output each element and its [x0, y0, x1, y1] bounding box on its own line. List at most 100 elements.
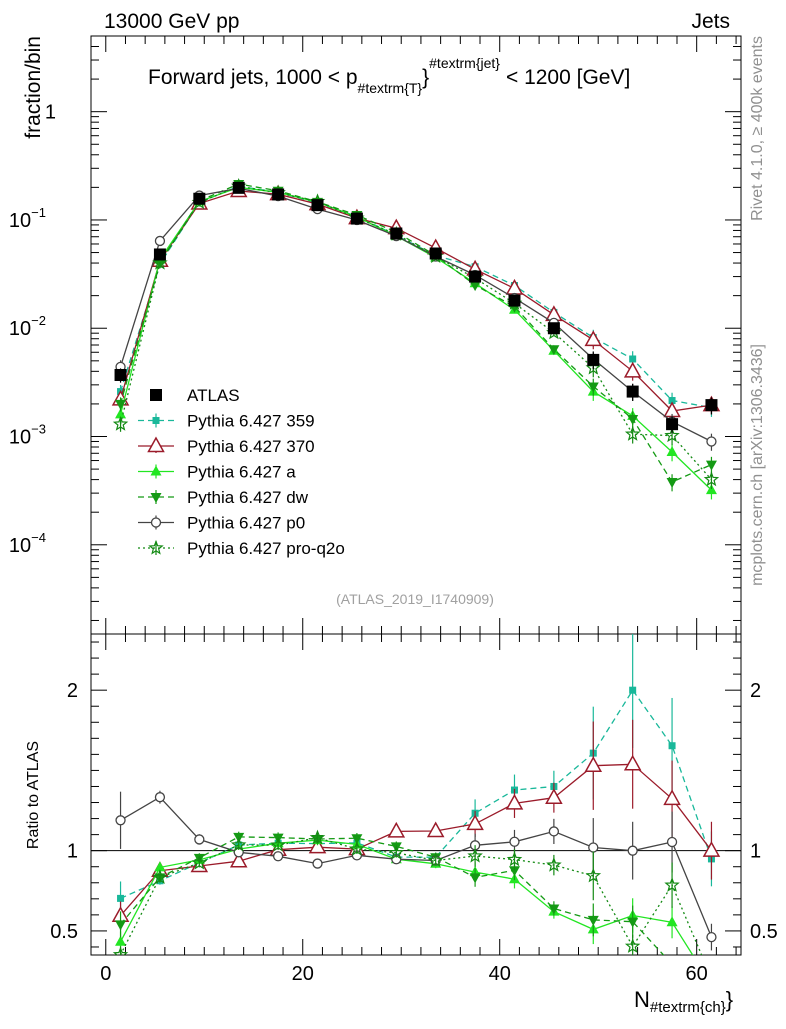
- data-point: [666, 478, 678, 489]
- data-point: [114, 368, 127, 381]
- legend-marker: [152, 417, 160, 424]
- data-point: [705, 484, 717, 495]
- top-y-tick-label: 10−4: [9, 530, 46, 557]
- x-tick-label: 0: [100, 963, 111, 985]
- ratio-point: [387, 821, 406, 838]
- ratio-point: [154, 861, 166, 872]
- data-point: [547, 322, 560, 335]
- ratio-tick-labels: 0.5 0.5 1 1 2 2: [50, 680, 778, 943]
- data-point: [664, 427, 680, 443]
- ratio-point: [668, 742, 676, 750]
- ratio-point: [702, 841, 721, 857]
- plot-title: Forward jets, 1000 < p#textrm{T}}#textrm…: [148, 55, 630, 96]
- ratio-point: [309, 829, 326, 845]
- ratio-tick-label-left: 1: [67, 841, 78, 863]
- data-point: [115, 408, 127, 419]
- x-axis-title-sub: #textrm{ch}: [650, 999, 726, 1016]
- legend-label: Pythia 6.427 370: [187, 437, 315, 456]
- ratio-point: [115, 935, 127, 946]
- top-y-tick-label: 1: [45, 102, 56, 124]
- ratio-point: [115, 920, 127, 931]
- ratio-point: [154, 792, 166, 803]
- legend-item-pdw: Pythia 6.427 dw: [138, 488, 309, 507]
- ratio-point: [505, 793, 524, 810]
- ratio-point: [629, 686, 637, 694]
- top-y-tick-labels: 10−410−310−210−11: [9, 102, 56, 557]
- tick-base: 10: [9, 318, 31, 340]
- data-point: [629, 355, 637, 363]
- legend-label: ATLAS: [187, 386, 240, 405]
- ratio-line-p370: [120, 763, 713, 917]
- top-y-axis-title: fraction/bin: [22, 36, 45, 139]
- legend-item-pq2o: Pythia 6.427 pro-q2o: [138, 539, 345, 558]
- series-p370: [111, 181, 721, 421]
- x-axis-title: N#textrm{ch}}: [634, 987, 733, 1016]
- ratio-point: [548, 826, 560, 837]
- ratio-point: [152, 869, 168, 885]
- ratio-series-p370: [111, 719, 721, 931]
- series-line-p370: [119, 190, 712, 412]
- legend-marker: [150, 517, 162, 528]
- data-point: [623, 361, 642, 378]
- ratio-series-pdw: [115, 831, 678, 970]
- ratio-tick-label-left: 2: [67, 680, 78, 702]
- data-point: [624, 426, 641, 441]
- ratio-point: [548, 904, 560, 915]
- x-axis-title-brace: }: [726, 987, 733, 1012]
- ratio-point: [584, 756, 603, 772]
- series-line-pp0: [119, 187, 712, 443]
- tick-base: 10: [9, 535, 31, 557]
- ratio-point: [308, 837, 327, 854]
- rivet-version-label: Rivet 4.1.0, ≥ 400k events: [749, 36, 766, 221]
- data-point: [587, 382, 599, 393]
- legend-item-pa: Pythia 6.427 a: [138, 463, 296, 482]
- tick-base: 10: [9, 427, 31, 449]
- data-point: [154, 235, 166, 247]
- tick-exponent: −3: [31, 422, 46, 437]
- ratio-point: [508, 866, 520, 877]
- data-point: [311, 199, 324, 212]
- ratio-series-p359: [117, 634, 715, 916]
- ratio-point: [666, 916, 678, 927]
- series-p359: [117, 182, 715, 417]
- data-point: [666, 445, 678, 456]
- x-tick-label: 20: [292, 963, 314, 985]
- data-point: [666, 418, 679, 431]
- ratio-point: [194, 834, 205, 845]
- data-point: [469, 270, 482, 283]
- ratio-series-pp0: [115, 790, 717, 951]
- x-axis-title-main: N: [634, 987, 650, 1012]
- top-y-tick-label: 10−3: [9, 422, 46, 449]
- data-point: [626, 385, 639, 398]
- ratio-point: [270, 836, 286, 852]
- ratio-point: [388, 844, 405, 860]
- analysis-id-label: (ATLAS_2019_I1740909): [336, 591, 494, 607]
- x-tick-labels: 0 20 40 60: [100, 963, 708, 985]
- process-label: Jets: [691, 10, 730, 33]
- title-brace: }: [422, 66, 429, 89]
- data-point: [390, 227, 403, 240]
- ratio-point: [312, 858, 323, 869]
- data-point: [193, 192, 206, 205]
- data-point: [668, 397, 676, 405]
- ratio-point: [229, 851, 248, 868]
- title-sub: #textrm{T}: [358, 80, 423, 96]
- energy-label: 13000 GeV pp: [104, 10, 239, 33]
- data-point: [706, 436, 717, 447]
- ratio-point: [667, 960, 678, 970]
- legend-marker: [148, 539, 164, 555]
- legend-label: Pythia 6.427 p0: [187, 514, 305, 533]
- data-point: [115, 399, 127, 410]
- ratio-point: [427, 852, 444, 868]
- ratio-line-p359: [120, 689, 713, 899]
- ratio-point: [627, 845, 638, 856]
- series-atlas: [114, 181, 718, 434]
- title-end: < 1200 [GeV]: [506, 66, 630, 89]
- ratio-point: [467, 847, 483, 863]
- data-point: [272, 188, 285, 201]
- ratio-line-pp0: [120, 796, 713, 938]
- ratio-point: [666, 836, 678, 848]
- data-point: [508, 294, 521, 307]
- data-point: [703, 471, 720, 487]
- ratio-point: [624, 938, 641, 953]
